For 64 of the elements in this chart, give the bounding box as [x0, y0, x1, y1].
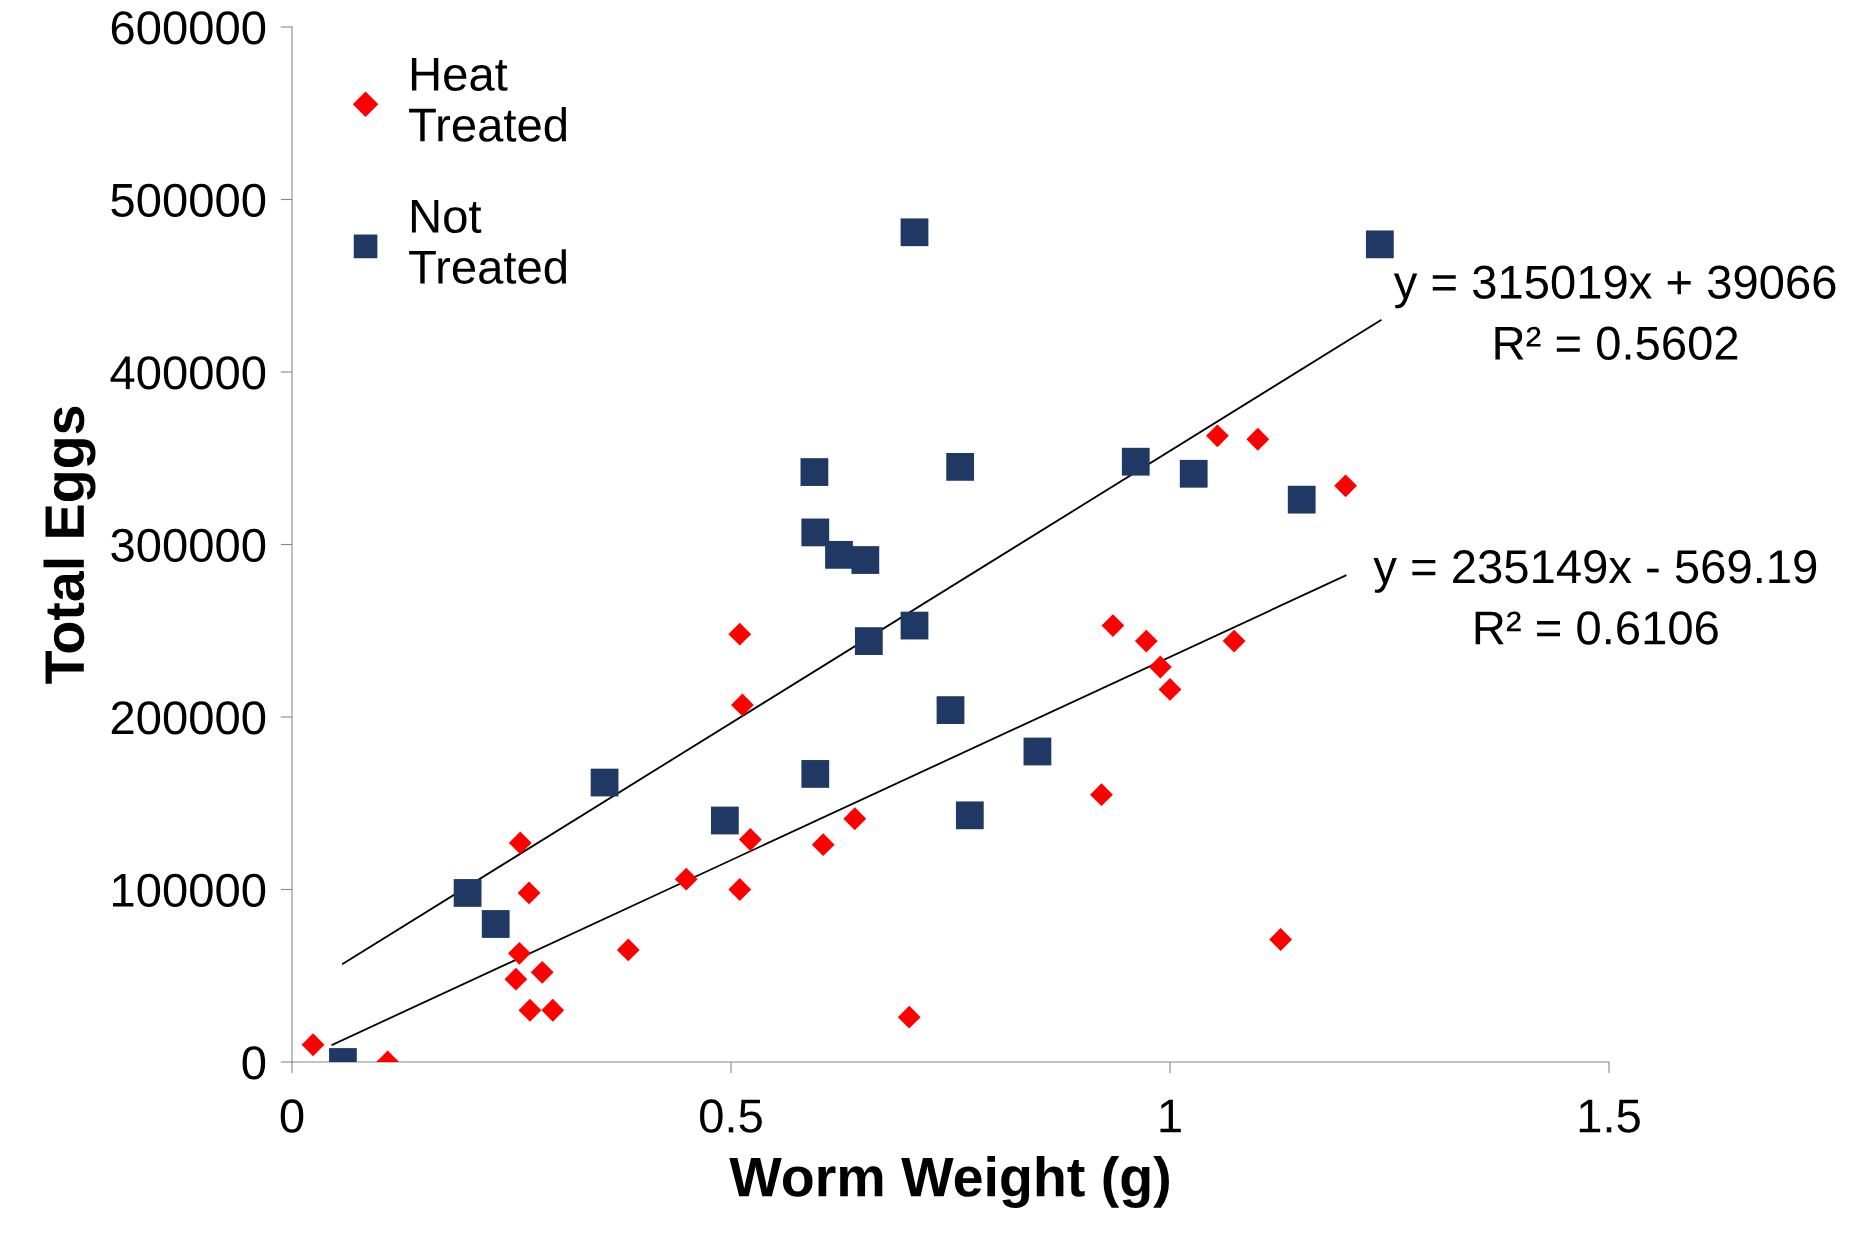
annotation: y = 235149x - 569.19 R² = 0.6106 — [1373, 550, 1817, 645]
point — [616, 938, 640, 962]
point — [1222, 629, 1246, 653]
point — [851, 546, 880, 574]
point — [731, 693, 754, 717]
point — [900, 218, 929, 247]
point — [1287, 485, 1316, 514]
point — [854, 627, 883, 655]
point — [801, 518, 830, 547]
point — [811, 833, 835, 857]
y-tick-label: 200000 — [111, 701, 266, 735]
point — [1134, 629, 1158, 653]
x-tick-label: 1 — [1160, 1099, 1181, 1133]
point — [508, 831, 532, 855]
point — [517, 881, 541, 905]
point — [801, 760, 830, 788]
point — [728, 878, 752, 901]
annotation: y = 315019x + 39066 R² = 0.5602 — [1393, 265, 1836, 361]
point — [900, 611, 929, 640]
point — [1090, 783, 1113, 807]
point — [728, 622, 752, 646]
point — [301, 1033, 325, 1057]
point — [481, 910, 510, 938]
point — [590, 768, 619, 797]
x-axis-title: Worm Weight (g) — [729, 1156, 1169, 1209]
y-tick-label: 500000 — [111, 183, 266, 218]
point — [1148, 655, 1172, 679]
point — [1269, 928, 1293, 951]
y-axis-title: Total Eggs — [43, 406, 96, 684]
point — [674, 867, 698, 891]
point — [897, 1005, 921, 1029]
point — [530, 960, 554, 984]
legend-label: Heat Treated — [409, 57, 566, 142]
point — [1365, 230, 1394, 259]
legend-label: Not Treated — [409, 200, 566, 284]
y-tick-label: 100000 — [113, 873, 266, 908]
y-tick-label: 300000 — [111, 528, 266, 563]
y-tick-label: 400000 — [110, 356, 266, 390]
point — [1101, 614, 1125, 637]
point — [738, 828, 762, 851]
point — [843, 807, 867, 831]
x-tick-label: 0 — [280, 1099, 304, 1133]
point — [518, 998, 542, 1022]
y-tick-label: 600000 — [111, 11, 266, 45]
point — [1246, 427, 1270, 451]
point — [1158, 677, 1182, 701]
point — [1334, 474, 1358, 498]
point — [1206, 424, 1229, 448]
point — [504, 967, 528, 991]
x-tick-label: 1.5 — [1579, 1099, 1640, 1133]
point — [507, 941, 531, 965]
point — [1023, 737, 1052, 766]
x-tick-label: 0.5 — [700, 1099, 762, 1133]
point — [541, 998, 565, 1022]
point — [936, 696, 965, 724]
point — [946, 452, 975, 481]
point — [800, 458, 829, 486]
point — [955, 801, 984, 830]
y-tick-label: 0 — [242, 1046, 266, 1080]
point — [453, 879, 482, 907]
point — [825, 540, 853, 569]
point — [1179, 459, 1208, 488]
point — [710, 806, 739, 835]
point — [1121, 447, 1150, 476]
